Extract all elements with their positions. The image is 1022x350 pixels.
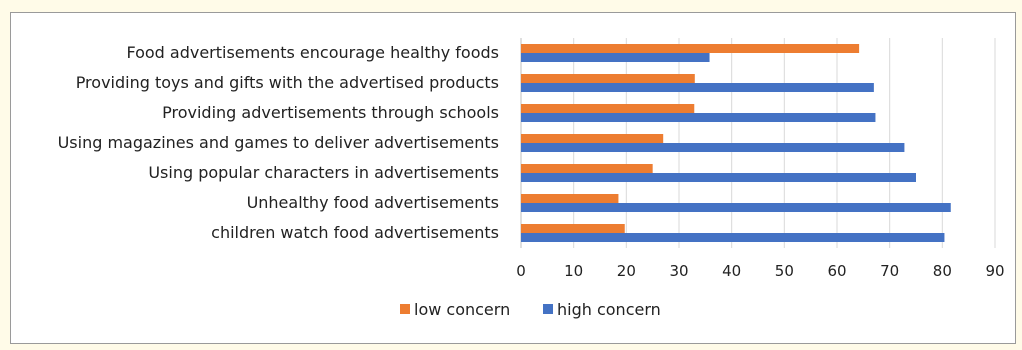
bar-low-concern-2 [521, 104, 695, 113]
x-tick-label: 30 [669, 262, 688, 280]
x-tick-label: 0 [516, 262, 526, 280]
bar-low-concern-1 [521, 74, 695, 83]
bar-high-concern-5 [521, 203, 951, 212]
x-tick-label: 80 [933, 262, 952, 280]
bar-high-concern-6 [521, 233, 945, 242]
category-label: Using magazines and games to deliver adv… [58, 133, 499, 152]
x-tick-label: 60 [827, 262, 846, 280]
bar-high-concern-0 [521, 53, 710, 62]
legend: low concern high concern [400, 300, 661, 319]
category-label: children watch food advertisements [211, 223, 499, 242]
x-tick-label: 90 [985, 262, 1004, 280]
bars [521, 44, 951, 242]
category-label: Providing toys and gifts with the advert… [76, 73, 499, 92]
legend-swatch [543, 304, 553, 314]
bar-low-concern-5 [521, 194, 619, 203]
x-tick-label: 10 [564, 262, 583, 280]
x-tick-label: 40 [722, 262, 741, 280]
bar-low-concern-4 [521, 164, 653, 173]
x-tick-label: 70 [880, 262, 899, 280]
bar-high-concern-1 [521, 83, 874, 92]
bar-high-concern-4 [521, 173, 916, 182]
category-labels: Food advertisements encourage healthy fo… [58, 43, 499, 242]
legend-label: low concern [414, 300, 510, 319]
bar-high-concern-2 [521, 113, 876, 122]
legend-label: high concern [557, 300, 661, 319]
category-label: Unhealthy food advertisements [247, 193, 499, 212]
category-label: Providing advertisements through schools [162, 103, 499, 122]
bar-low-concern-6 [521, 224, 625, 233]
bar-chart: Food advertisements encourage healthy fo… [58, 38, 1005, 319]
bar-low-concern-3 [521, 134, 664, 143]
legend-item-high-concern: high concern [543, 300, 661, 319]
chart-frame: Food advertisements encourage healthy fo… [10, 12, 1016, 344]
category-label: Using popular characters in advertisemen… [148, 163, 499, 182]
x-tick-label: 50 [775, 262, 794, 280]
x-tick-label: 20 [617, 262, 636, 280]
legend-swatch [400, 304, 410, 314]
category-label: Food advertisements encourage healthy fo… [126, 43, 499, 62]
legend-item-low-concern: low concern [400, 300, 510, 319]
bar-high-concern-3 [521, 143, 905, 152]
bar-low-concern-0 [521, 44, 860, 53]
x-tick-labels: 0 10 20 30 40 50 60 70 80 90 [516, 262, 1004, 280]
